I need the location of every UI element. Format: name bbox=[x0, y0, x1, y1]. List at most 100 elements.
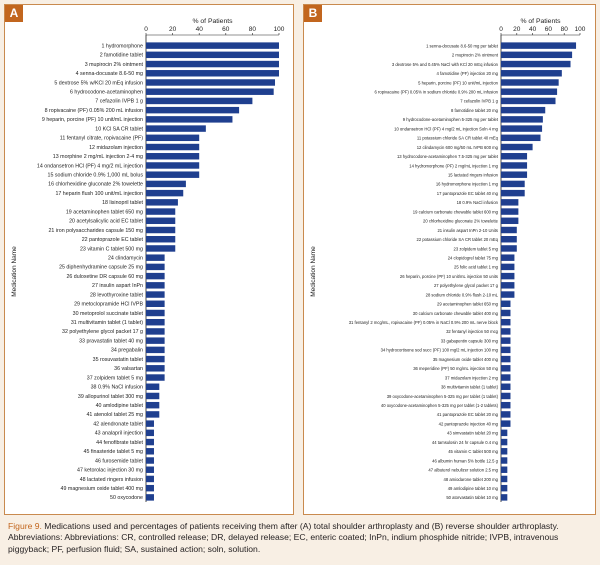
category-label: 36 valsartan bbox=[114, 366, 143, 372]
category-label: 4 famotidine (PF) injection 20 mg bbox=[437, 71, 499, 76]
category-label: 47 albuterol nebulizer solution 2.5 mg bbox=[428, 468, 498, 473]
category-label: 19 acetaminophen tablet 650 mg bbox=[66, 209, 143, 215]
category-label: 24 clindamycin bbox=[108, 255, 143, 261]
bar bbox=[146, 70, 279, 77]
category-label: 33 pravastatin tablet 40 mg bbox=[79, 338, 143, 344]
bar bbox=[146, 42, 279, 49]
category-label: 33 gabapentin capsule 300 mg bbox=[441, 338, 499, 343]
category-label: 13 morphine 2 mg/mL injection 2-4 mg bbox=[53, 154, 143, 160]
category-label: 14 hydromorphone (PF) 2 mg/mL injection … bbox=[409, 163, 498, 168]
category-label: 7 cefazolin IVPB 1 g bbox=[460, 99, 498, 104]
category-label: 20 acetylsalicylic acid EC tablet bbox=[69, 219, 143, 225]
category-label: 34 pregabalin bbox=[111, 348, 143, 354]
bar bbox=[501, 263, 515, 271]
bar bbox=[146, 282, 165, 289]
category-label: 42 pantoprazole injection 40 mg bbox=[439, 421, 499, 426]
panel-label: B bbox=[304, 5, 322, 22]
caption-text: Medications used and percentages of pati… bbox=[8, 521, 559, 554]
category-label: 28 sodium chloride 0.9% flush 2-10 mL bbox=[426, 292, 499, 297]
bar bbox=[146, 401, 160, 409]
figure-caption: Figure 9. Medications used and percentag… bbox=[8, 521, 594, 555]
bar bbox=[501, 309, 511, 317]
bar bbox=[146, 448, 154, 455]
bar bbox=[146, 79, 276, 86]
bar bbox=[501, 484, 508, 492]
category-label: 8 ropivacaine (PF) 0.05% 200 mL infusion bbox=[45, 108, 143, 114]
x-tick-label: 40 bbox=[529, 26, 537, 33]
bar bbox=[146, 254, 165, 261]
bar bbox=[501, 171, 528, 178]
caption-label: Figure 9. bbox=[8, 521, 42, 531]
category-label: 15 sodium chloride 0.9% 1,000 mL bolus bbox=[48, 172, 144, 178]
bar bbox=[146, 134, 200, 142]
category-label: 44 tamsulosin 24 hr capsule 0.4 mg bbox=[432, 440, 499, 445]
x-tick-label: 0 bbox=[144, 26, 148, 33]
category-label: 21 insulin aspart InPn 2-10 Units bbox=[437, 228, 498, 233]
x-tick-label: 80 bbox=[249, 26, 257, 33]
category-label: 41 atenolol tablet 25 mg bbox=[86, 412, 143, 418]
category-label: 35 rosuvastatin tablet bbox=[93, 357, 144, 363]
category-label: 49 amlodipine tablet 10 mg bbox=[448, 486, 499, 491]
category-label: 5 heparin, porcine (PF) 10 unit/mL injec… bbox=[418, 80, 499, 85]
category-label: 10 ondansetron HCl (PF) 4 mg/2 mL inject… bbox=[394, 126, 499, 131]
bar bbox=[146, 494, 154, 501]
bar bbox=[146, 337, 165, 344]
panel-label: A bbox=[5, 5, 23, 22]
bar bbox=[146, 217, 176, 225]
bar bbox=[146, 263, 165, 271]
bar bbox=[146, 429, 154, 437]
category-label: 18 lisinopril tablet bbox=[102, 200, 143, 206]
bar bbox=[501, 189, 525, 197]
category-label: 29 acetaminophen tablet 650 mg bbox=[437, 302, 499, 307]
category-label: 27 polyethylene glycol packet 17 g bbox=[434, 283, 499, 288]
bar bbox=[146, 475, 154, 483]
category-label: 11 fentanyl citrate, ropivacaine (PF) bbox=[60, 136, 143, 142]
category-label: 40 amlodipine tablet bbox=[96, 403, 144, 409]
category-label: 31 fentanyl 2 mcg/mL, ropivacaine (PF) 0… bbox=[349, 320, 499, 325]
bar bbox=[501, 282, 515, 289]
bar bbox=[501, 429, 508, 437]
bar bbox=[146, 374, 165, 381]
bar bbox=[501, 300, 511, 307]
category-label: 43 simvastatin tablet 20 mg bbox=[447, 431, 499, 436]
category-label: 45 vitamin C tablet 500 mg bbox=[448, 449, 498, 454]
bar-chart-b: 0 20 40 60 80 100 1 senna-docusate 8.6-50 mg … bbox=[310, 18, 586, 502]
bar bbox=[501, 448, 508, 455]
category-label: 22 potassium chloride SA CR tablet 20 mE… bbox=[417, 237, 499, 242]
category-label: 9 heparin, porcine (PF) 10 unit/mL injec… bbox=[42, 117, 143, 123]
bar bbox=[146, 484, 154, 492]
category-label: 18 0.9% NaCl infusion bbox=[457, 200, 499, 205]
category-label: 26 duloxetine DR capsule 60 mg bbox=[66, 274, 143, 280]
category-label: 50 atorvastatin tablet 10 mg bbox=[446, 495, 498, 500]
category-label: 38 multivitamin tablet (1 tablet) bbox=[441, 385, 499, 390]
category-label: 3 dextrose 5% and 0.45% NaCl with KCl 20… bbox=[392, 62, 499, 67]
x-axis-title: % of Patients bbox=[192, 18, 233, 25]
category-label: 25 diphenhydramine capsule 25 mg bbox=[59, 265, 143, 271]
x-tick-label: 20 bbox=[169, 26, 177, 33]
category-label: 49 magnesium oxide tablet 400 mg bbox=[61, 486, 143, 492]
bar bbox=[501, 254, 515, 261]
category-label: 31 multivitamin tablet (1 tablet) bbox=[71, 320, 143, 326]
x-tick-label: 100 bbox=[274, 26, 285, 33]
category-label: 45 finasteride tablet 5 mg bbox=[84, 449, 144, 455]
bar bbox=[501, 272, 515, 280]
category-label: 38 0.9% NaCl infusion bbox=[91, 385, 143, 391]
category-label: 1 senna-docusate 8.6-50 mg per tablet bbox=[426, 43, 499, 48]
bar bbox=[501, 466, 508, 473]
category-label: 50 oxycodone bbox=[110, 495, 143, 501]
bar bbox=[146, 272, 165, 280]
bar bbox=[146, 226, 176, 234]
category-label: 14 ondansetron HCl (PF) 4 mg/2 mL inject… bbox=[37, 163, 143, 169]
category-label: 39 allopurinol tablet 300 mg bbox=[78, 394, 143, 400]
category-label: 42 alendronate tablet bbox=[93, 421, 143, 427]
y-axis-title: Medication Name bbox=[11, 246, 18, 297]
bar bbox=[501, 217, 519, 225]
category-label: 17 heparin flush 100 unit/mL injection bbox=[55, 191, 143, 197]
bar bbox=[501, 70, 562, 77]
bar bbox=[501, 365, 511, 372]
category-label: 6 hydrocodone-acetaminophen bbox=[70, 90, 143, 96]
bar bbox=[146, 392, 160, 400]
bar bbox=[146, 116, 233, 123]
chart-panel-b: 0 20 40 60 80 100 1 senna-docusate 8.6-50 mg … bbox=[303, 4, 596, 515]
bar bbox=[501, 208, 519, 215]
